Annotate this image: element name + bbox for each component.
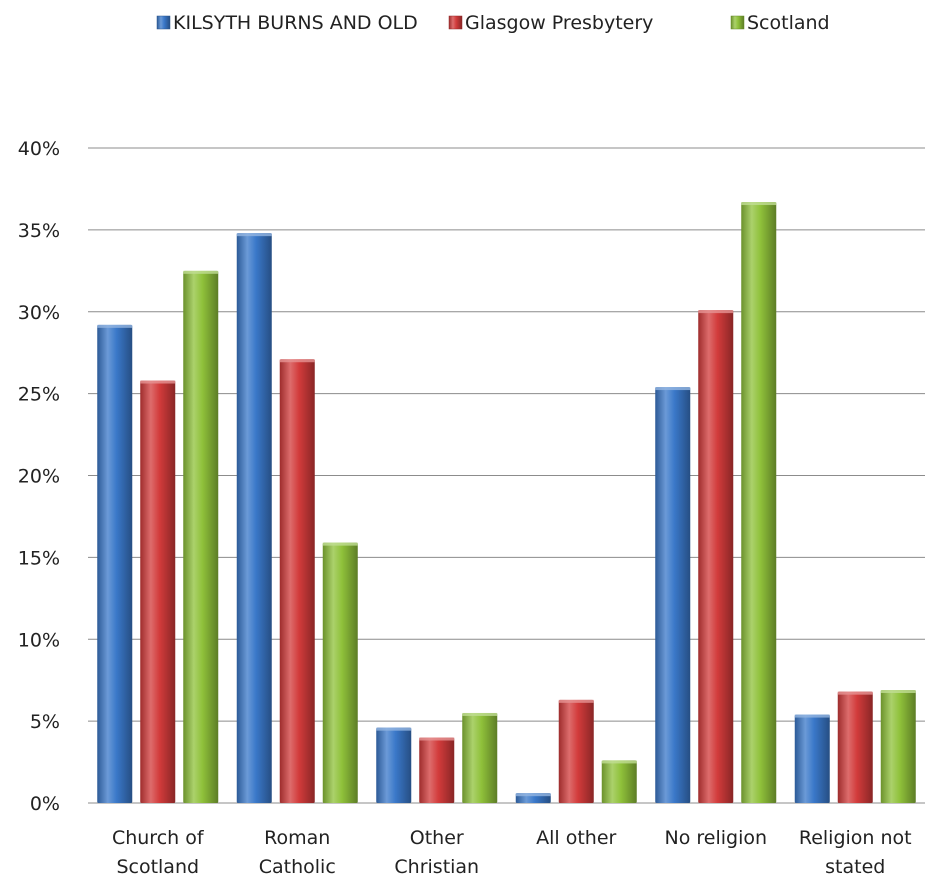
bar-glasgow-presbytery <box>558 699 594 803</box>
bar-top-highlight <box>140 380 176 384</box>
bar-top-highlight <box>880 690 916 694</box>
x-category-label: No religion <box>664 827 767 849</box>
y-tick-label: 5% <box>30 711 60 733</box>
bar-glasgow-presbytery <box>698 310 734 803</box>
x-category-label: Other Christian <box>394 827 479 875</box>
y-tick-label: 20% <box>18 466 60 488</box>
bar-top-highlight <box>515 793 551 797</box>
bar-scotland <box>183 270 219 803</box>
x-category-label: Religion not stated <box>799 827 912 875</box>
bar-kilsyth-burns-and-old <box>97 324 133 803</box>
y-tick-label: 0% <box>30 793 60 815</box>
bar-scotland <box>462 712 498 803</box>
bar-scotland <box>601 760 637 803</box>
bar-top-highlight <box>794 714 830 718</box>
bar-kilsyth-burns-and-old <box>794 714 830 803</box>
bar-top-highlight <box>376 727 412 731</box>
legend-label: Scotland <box>747 12 830 34</box>
x-category-label-line: Religion not <box>799 827 912 849</box>
bar-top-highlight <box>698 310 734 314</box>
x-category-label: Roman Catholic <box>259 827 336 875</box>
x-category-label: All other <box>536 827 616 849</box>
x-category-label-line: Church of <box>112 827 205 849</box>
x-category-label-line: Catholic <box>259 856 336 875</box>
legend-swatch <box>448 15 463 30</box>
y-tick-label: 30% <box>18 302 60 324</box>
bar-top-highlight <box>419 737 455 741</box>
x-category-label-line: All other <box>536 827 616 849</box>
bar-glasgow-presbytery <box>140 380 176 803</box>
bar-top-highlight <box>655 387 691 391</box>
bar-top-highlight <box>601 760 637 764</box>
x-category-label-line: No religion <box>664 827 767 849</box>
bar-glasgow-presbytery <box>279 359 315 803</box>
bar-scotland <box>880 690 916 803</box>
x-category-label-line: Roman <box>264 827 330 849</box>
bar-top-highlight <box>837 691 873 695</box>
y-tick-label: 25% <box>18 384 60 406</box>
x-category-label-line: Other <box>410 827 464 849</box>
bar-top-highlight <box>183 270 219 274</box>
bar-top-highlight <box>236 233 272 237</box>
bar-scotland <box>741 202 777 804</box>
bar-scotland <box>322 542 358 803</box>
legend-swatch <box>156 15 171 30</box>
x-category-label-line: Scotland <box>116 856 199 875</box>
y-tick-label: 35% <box>18 220 60 242</box>
bar-glasgow-presbytery <box>837 691 873 803</box>
bar-top-highlight <box>558 699 594 703</box>
x-category-label-line: stated <box>825 856 885 875</box>
y-tick-label: 10% <box>18 629 60 651</box>
bar-top-highlight <box>741 202 777 206</box>
y-tick-label: 15% <box>18 547 60 569</box>
legend-label: KILSYTH BURNS AND OLD <box>173 12 418 34</box>
bar-kilsyth-burns-and-old <box>655 387 691 803</box>
bar-kilsyth-burns-and-old <box>376 727 412 803</box>
bar-top-highlight <box>462 712 498 716</box>
bar-top-highlight <box>322 542 358 546</box>
bar-glasgow-presbytery <box>419 737 455 803</box>
legend-label: Glasgow Presbytery <box>465 12 653 34</box>
legend-swatch <box>730 15 745 30</box>
bar-top-highlight <box>279 359 315 363</box>
x-category-label: Church of Scotland <box>112 827 205 875</box>
bar-top-highlight <box>97 324 133 328</box>
y-tick-label: 40% <box>18 138 60 160</box>
bar-kilsyth-burns-and-old <box>236 233 272 803</box>
x-category-label-line: Christian <box>394 856 479 875</box>
